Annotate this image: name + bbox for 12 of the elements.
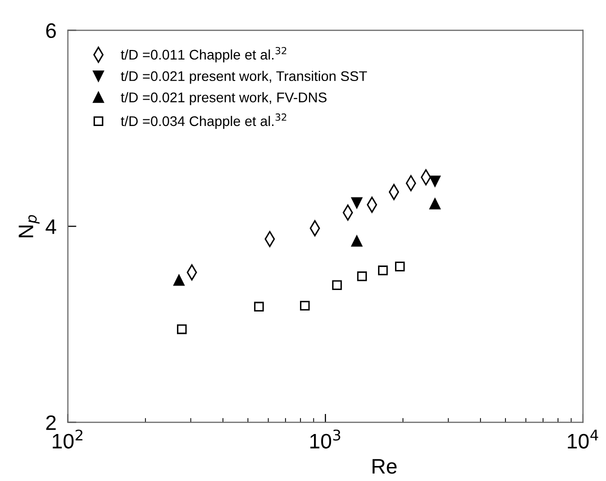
y-tick-label: 2	[46, 415, 56, 430]
y-tick-label: 4	[46, 220, 56, 234]
x-tick-label: 10$^{3}$	[310, 430, 340, 449]
legend-label: t/D =0.021 present work, Transition SST	[120, 70, 367, 84]
legend-label: t/D =0.021 present work, FV-DNS	[120, 92, 327, 106]
x-tick-label: 10$^{2}$	[52, 430, 82, 449]
legend-label: t/D =0.011 Chapple et al.$^{32}$	[120, 46, 286, 62]
x-axis-title: Re	[372, 459, 397, 474]
legend-label: t/D =0.034 Chapple et al.$^{32}$	[120, 113, 286, 129]
y-tick-label: 6	[46, 23, 56, 38]
y-axis-title: N$_{p}$	[18, 215, 40, 238]
x-tick-label: 10$^{4}$	[568, 430, 598, 449]
